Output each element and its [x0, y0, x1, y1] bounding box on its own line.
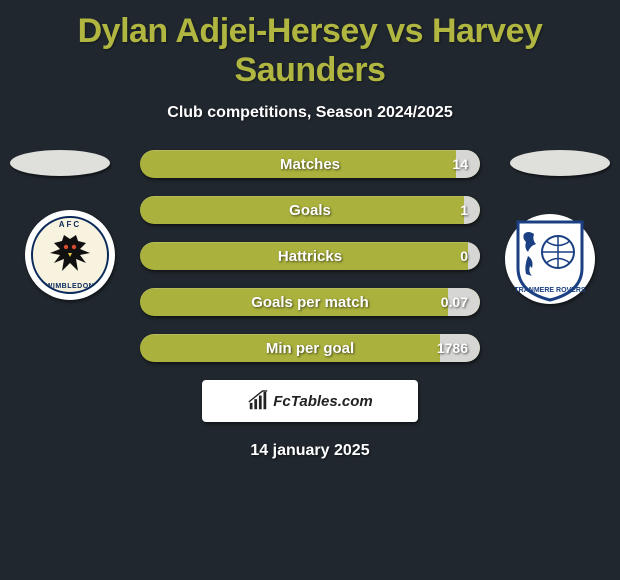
- stat-row: Min per goal 1786: [0, 334, 620, 362]
- crest-text-bottom: WIMBLEDON: [33, 283, 107, 290]
- club-crest-right: TRANMERE ROVERS: [505, 214, 595, 304]
- stat-bar: Goals per match 0.07: [140, 288, 480, 316]
- page-title: Dylan Adjei-Hersey vs Harvey Saunders: [0, 0, 620, 90]
- stat-label: Goals per match: [251, 294, 369, 311]
- stat-value-right: 1: [460, 202, 468, 218]
- subtitle: Club competitions, Season 2024/2025: [0, 104, 620, 122]
- promo-box[interactable]: FcTables.com: [202, 380, 418, 422]
- stat-label: Goals: [289, 202, 331, 219]
- stat-value-right: 14: [452, 156, 468, 172]
- date-line: 14 january 2025: [0, 442, 620, 460]
- bar-chart-icon: [247, 390, 269, 412]
- stat-bar: Hattricks 0: [140, 242, 480, 270]
- country-oval-left: [10, 150, 110, 176]
- stat-bar: Matches 14: [140, 150, 480, 178]
- stat-value-right: 1786: [437, 340, 468, 356]
- stats-area: AFC WIMBLEDON TRANMERE ROVERS Matches 14 G…: [0, 150, 620, 362]
- country-oval-right: [510, 150, 610, 176]
- svg-text:TRANMERE ROVERS: TRANMERE ROVERS: [514, 287, 586, 294]
- club-crest-left: AFC WIMBLEDON: [25, 210, 115, 300]
- stat-value-right: 0: [460, 248, 468, 264]
- stat-value-right: 0.07: [441, 294, 468, 310]
- eagle-icon: [46, 233, 94, 277]
- stat-label: Hattricks: [278, 248, 342, 265]
- stat-bar-right-fill: [468, 242, 480, 270]
- afc-wimbledon-badge: AFC WIMBLEDON: [31, 216, 109, 294]
- stat-label: Matches: [280, 156, 340, 173]
- stat-bar: Goals 1: [140, 196, 480, 224]
- tranmere-rovers-badge: TRANMERE ROVERS: [510, 216, 590, 302]
- crest-text-top: AFC: [33, 220, 107, 229]
- stat-label: Min per goal: [266, 340, 354, 357]
- promo-brand: FcTables.com: [273, 393, 372, 410]
- stat-bar: Min per goal 1786: [140, 334, 480, 362]
